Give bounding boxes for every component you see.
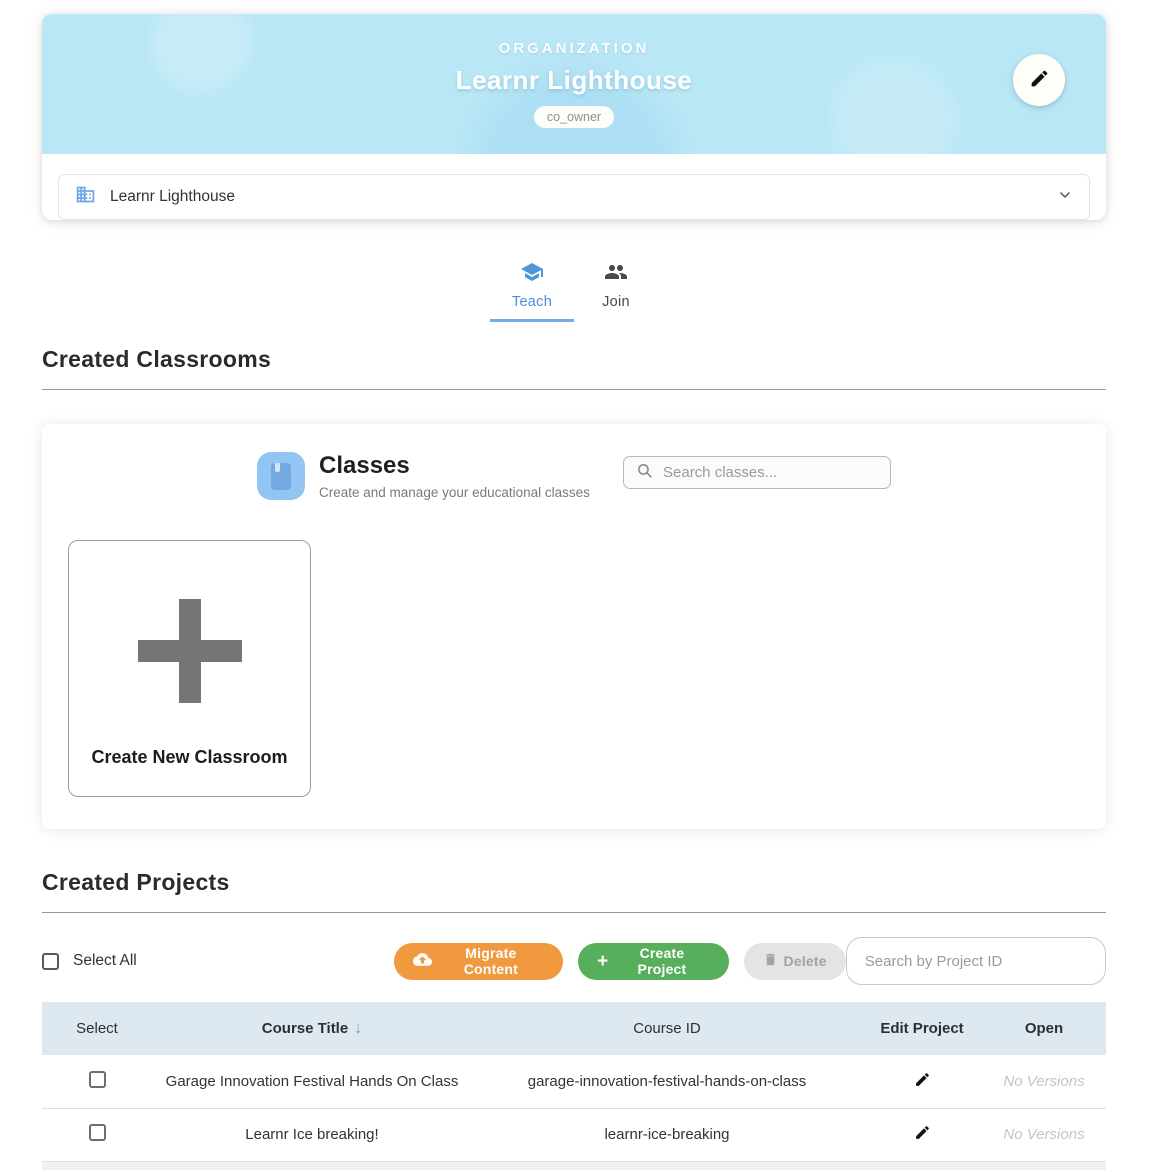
tab-join[interactable]: Join	[574, 260, 658, 322]
graduation-cap-icon	[520, 260, 544, 289]
migrate-content-button[interactable]: Migrate Content	[393, 942, 564, 980]
pencil-icon	[914, 1072, 931, 1092]
create-project-button[interactable]: + Create Project	[578, 942, 729, 980]
search-classes-box	[623, 456, 891, 489]
organization-selector[interactable]: Learnr Lighthouse	[58, 174, 1090, 220]
create-project-label: Create Project	[637, 945, 687, 977]
classes-card: Classes Create and manage your education…	[42, 424, 1106, 829]
row-checkbox[interactable]	[88, 1124, 106, 1141]
course-title-cell: Learnr Ice breaking!	[245, 1126, 379, 1143]
table-header-row: Select Course Title ↓ Course ID Edit Proj…	[42, 1002, 1106, 1055]
organization-name: Learnr Lighthouse	[455, 65, 693, 95]
column-header-open: Open	[1024, 1020, 1064, 1037]
table-row: Garage Innovation Festival Hands On Clas…	[42, 1055, 1106, 1108]
create-new-classroom-label: Create New Classroom	[91, 747, 288, 767]
pencil-icon	[914, 1126, 931, 1145]
search-classes-input[interactable]	[663, 464, 878, 481]
course-id-cell: learnr-ice-breaking	[604, 1126, 730, 1143]
projects-button-group: Migrate Content + Create Project Delete	[393, 942, 846, 980]
classes-subtitle: Create and manage your educational class…	[319, 485, 590, 500]
cloud-upload-icon	[412, 950, 432, 972]
column-header-course-title[interactable]: Course Title ↓	[261, 1019, 363, 1037]
pencil-icon	[1029, 68, 1050, 92]
organization-banner: ORGANIZATION Learnr Lighthouse co_owner	[42, 14, 1106, 154]
organization-label: ORGANIZATION	[498, 40, 650, 57]
tab-teach[interactable]: Teach	[490, 260, 574, 322]
projects-table: Select Course Title ↓ Course ID Edit Proj…	[42, 1002, 1106, 1162]
row-checkbox[interactable]	[88, 1070, 106, 1088]
create-new-classroom-card[interactable]: Create New Classroom	[68, 540, 311, 797]
table-footer-strip	[42, 1161, 1106, 1170]
edit-organization-button[interactable]	[1013, 54, 1065, 106]
created-classrooms-heading: Created Classrooms	[42, 346, 1106, 390]
classes-card-header: Classes Create and manage your education…	[68, 452, 1080, 500]
mode-tabs: Teach Join	[42, 260, 1106, 322]
column-header-edit-project: Edit Project	[880, 1020, 964, 1037]
delete-button[interactable]: Delete	[743, 942, 846, 980]
select-all-label: Select All	[73, 952, 137, 969]
edit-project-button[interactable]	[862, 1055, 982, 1108]
building-icon	[75, 184, 96, 210]
organization-selector-value: Learnr Lighthouse	[110, 188, 235, 205]
people-icon	[604, 260, 628, 289]
select-all-checkbox[interactable]	[42, 952, 59, 970]
open-status: No Versions	[1003, 1126, 1085, 1143]
trash-icon	[763, 952, 778, 970]
delete-label: Delete	[783, 953, 827, 969]
created-projects-heading: Created Projects	[42, 869, 1106, 913]
table-row: Learnr Ice breaking! learnr-ice-breaking…	[42, 1108, 1106, 1161]
classes-title: Classes	[319, 452, 410, 479]
role-badge: co_owner	[533, 106, 615, 128]
organization-card: ORGANIZATION Learnr Lighthouse co_owner …	[42, 14, 1106, 220]
column-header-course-id: Course ID	[633, 1020, 701, 1037]
plus-icon	[137, 599, 242, 703]
select-all-control: Select All	[42, 952, 309, 970]
plus-icon: +	[597, 950, 609, 972]
column-header-select: Select	[76, 1020, 118, 1037]
chevron-down-icon[interactable]	[1057, 187, 1073, 208]
course-id-cell: garage-innovation-festival-hands-on-clas…	[527, 1072, 807, 1090]
open-status: No Versions	[1003, 1072, 1085, 1090]
sort-descending-icon[interactable]: ↓	[354, 1019, 363, 1037]
search-project-id-input[interactable]	[845, 937, 1106, 985]
tab-teach-label: Teach	[511, 294, 553, 310]
edit-project-button[interactable]	[862, 1108, 982, 1161]
migrate-content-label: Migrate Content	[463, 945, 519, 977]
classes-book-icon	[257, 452, 305, 500]
search-icon	[636, 462, 653, 484]
course-title-cell: Garage Innovation Festival Hands On Clas…	[165, 1072, 459, 1090]
projects-controls: Select All Migrate Content + Create Proj…	[42, 937, 1106, 985]
tab-join-label: Join	[602, 294, 630, 310]
